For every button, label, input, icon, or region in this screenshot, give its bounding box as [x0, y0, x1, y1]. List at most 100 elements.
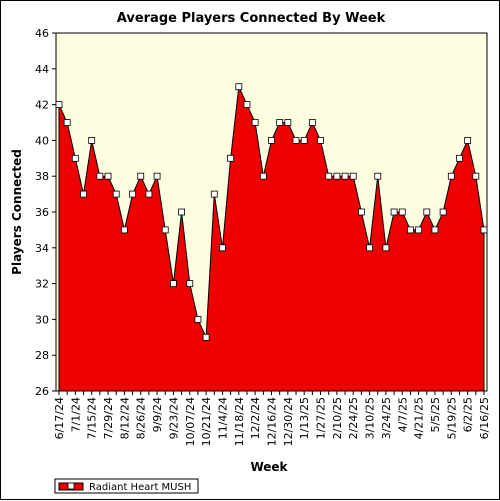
data-point — [268, 136, 275, 144]
data-point — [276, 119, 284, 126]
data-point — [308, 119, 316, 126]
y-tick-label: 38 — [35, 170, 49, 183]
data-point — [284, 119, 292, 126]
data-point — [456, 154, 463, 162]
data-point — [382, 244, 390, 252]
data-point — [341, 172, 349, 180]
data-point — [374, 172, 382, 180]
y-tick-label: 30 — [35, 313, 49, 326]
y-tick-label: 40 — [35, 134, 49, 147]
x-tick-label: 9/9/24 — [151, 397, 164, 432]
data-point — [71, 154, 79, 162]
data-point — [464, 136, 472, 144]
data-point — [96, 172, 104, 180]
x-tick-label: 5/5/25 — [429, 397, 442, 432]
data-point — [194, 315, 202, 323]
x-tick-label: 2/24/25 — [347, 397, 360, 439]
x-ticks: 6/17/24 7/1/24 7/15/24 7/29/24 8/12/24 8/26/2… — [53, 391, 491, 446]
x-tick-label: 6/17/24 — [53, 397, 66, 439]
y-tick-label: 32 — [35, 278, 49, 291]
data-point — [333, 172, 341, 180]
legend-marker — [67, 482, 75, 490]
x-tick-label: 9/23/24 — [167, 397, 180, 439]
x-tick-label: 8/26/24 — [135, 397, 148, 439]
x-tick-label: 12/30/24 — [282, 397, 295, 446]
y-tick-label: 36 — [35, 206, 49, 219]
data-point — [227, 154, 235, 162]
data-point — [390, 208, 398, 216]
data-point — [88, 136, 96, 144]
x-tick-label: 12/2/24 — [249, 397, 262, 439]
x-tick-label: 12/16/24 — [266, 397, 279, 446]
data-point — [161, 226, 169, 234]
data-point — [137, 172, 145, 180]
data-point — [153, 172, 161, 180]
data-point — [80, 190, 87, 198]
legend-label: Radiant Heart MUSH — [89, 482, 191, 493]
data-point — [480, 226, 488, 234]
y-tick-label: 26 — [35, 385, 49, 398]
x-tick-label: 6/2/25 — [462, 397, 475, 432]
data-point — [325, 172, 333, 180]
data-point — [202, 333, 210, 341]
data-point — [55, 101, 63, 108]
x-tick-label: 4/7/25 — [396, 397, 409, 432]
legend: Radiant Heart MUSH — [54, 478, 199, 494]
data-point — [178, 208, 185, 216]
y-axis-label: Players Connected — [10, 149, 24, 275]
x-tick-label: 8/12/24 — [118, 397, 131, 439]
x-tick-label: 1/27/25 — [315, 397, 328, 439]
x-tick-label: 4/21/25 — [413, 397, 426, 439]
data-point — [431, 226, 439, 234]
data-point — [186, 280, 194, 288]
x-tick-label: 6/16/25 — [478, 397, 491, 439]
data-point — [112, 190, 120, 198]
x-tick-label: 1/13/25 — [298, 397, 311, 439]
data-point — [251, 119, 259, 126]
data-point — [300, 136, 308, 144]
data-point — [210, 190, 218, 198]
data-point — [243, 101, 251, 108]
data-point — [439, 208, 447, 216]
data-point — [447, 172, 455, 180]
x-tick-label: 7/29/24 — [102, 397, 115, 439]
data-point — [407, 226, 414, 234]
data-point — [349, 172, 357, 180]
y-tick-label: 42 — [35, 99, 49, 112]
data-point — [292, 136, 300, 144]
data-point — [317, 136, 324, 144]
x-tick-label: 7/15/24 — [86, 397, 99, 439]
data-point — [423, 208, 431, 216]
points-layer — [55, 83, 488, 341]
x-tick-label: 3/24/25 — [380, 397, 393, 439]
data-point — [398, 208, 406, 216]
y-tick-label: 46 — [35, 27, 49, 40]
x-tick-label: 10/21/24 — [200, 397, 213, 446]
data-point — [415, 226, 423, 234]
data-point — [129, 190, 136, 198]
data-point — [358, 208, 365, 216]
x-axis-label: Week — [250, 460, 288, 474]
y-tick-label: 28 — [35, 349, 49, 362]
legend-box — [54, 478, 199, 494]
x-tick-label: 10/07/24 — [184, 397, 197, 446]
data-point — [472, 172, 480, 180]
y-ticks: 26 28 30 32 34 36 38 40 42 44 46 — [35, 27, 56, 398]
data-point — [145, 190, 153, 198]
data-point — [120, 226, 128, 234]
x-tick-label: 3/10/25 — [364, 397, 377, 439]
data-point — [63, 119, 71, 126]
data-point — [235, 83, 243, 91]
data-point — [366, 244, 373, 252]
x-tick-label: 11/18/24 — [233, 397, 246, 446]
y-tick-label: 44 — [35, 63, 49, 76]
x-tick-label: 7/1/24 — [69, 397, 82, 432]
data-point — [219, 244, 226, 252]
data-point — [259, 172, 267, 180]
x-tick-label: 5/19/25 — [445, 397, 458, 439]
chart-title: Average Players Connected By Week — [117, 11, 386, 26]
x-tick-label: 2/10/25 — [331, 397, 344, 439]
data-point — [104, 172, 112, 180]
